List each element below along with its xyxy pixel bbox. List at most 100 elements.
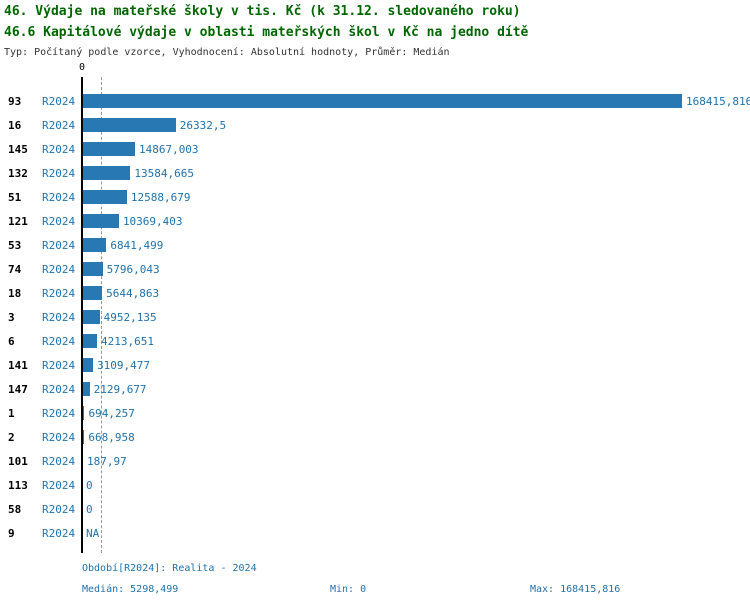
bar[interactable] [82, 286, 103, 300]
bar-value-label: 26332,5 [179, 118, 227, 132]
bar-row: 53 R2024 6841,499 [0, 233, 750, 257]
y-axis-line [81, 77, 83, 553]
bar-area: NA [82, 521, 750, 545]
bar-value-label: 14867,003 [138, 142, 199, 156]
bar-area: 4952,135 [82, 305, 750, 329]
row-id: 132 [8, 166, 28, 180]
bar-area: 2129,677 [82, 377, 750, 401]
row-period-label: R2024 [42, 262, 76, 276]
row-id: 58 [8, 502, 22, 516]
bar-row: 9 R2024 NA [0, 521, 750, 545]
bar-area: 12588,679 [82, 185, 750, 209]
row-period-label: R2024 [42, 142, 76, 156]
bar-area: 668,958 [82, 425, 750, 449]
footer-period: Období[R2024]: Realita - 2024 [82, 563, 257, 574]
row-id: 147 [8, 382, 28, 396]
footer-median: Medián: 5298,499 [82, 584, 179, 595]
bar-row: 16 R2024 26332,5 [0, 113, 750, 137]
row-period-label: R2024 [42, 238, 76, 252]
bar-value-label: 168415,816 [686, 94, 750, 108]
bar[interactable] [82, 238, 107, 252]
chart-meta: Typ: Počítaný podle vzorce, Vyhodnocení:… [4, 47, 450, 58]
bar[interactable] [82, 190, 127, 204]
bar-value-label: 3109,477 [97, 358, 151, 372]
bar-value-label: 2129,677 [93, 382, 147, 396]
row-period-label: R2024 [42, 454, 76, 468]
bar-value-label: 4213,651 [101, 334, 154, 348]
bar[interactable] [82, 262, 103, 276]
bar-value-label: 187,97 [87, 454, 127, 468]
bar[interactable] [82, 118, 176, 132]
row-id: 141 [8, 358, 28, 372]
chart-title: 46. Výdaje na mateřské školy v tis. Kč (… [4, 4, 521, 19]
bar[interactable] [82, 382, 90, 396]
bar-value-label: 0 [86, 478, 93, 492]
bar[interactable] [82, 310, 100, 324]
median-line [100, 77, 102, 553]
bar[interactable] [82, 94, 682, 108]
bar-value-label: 6841,499 [110, 238, 164, 252]
bar-row: 121 R2024 10369,403 [0, 209, 750, 233]
bar-row: 3 R2024 4952,135 [0, 305, 750, 329]
bar-row: 93 R2024 168415,816 [0, 89, 750, 113]
axis-zero-label: 0 [78, 62, 86, 73]
bar-value-label: 0 [86, 502, 93, 516]
bar-row: 141 R2024 3109,477 [0, 353, 750, 377]
bar[interactable] [82, 358, 94, 372]
bar-row: 147 R2024 2129,677 [0, 377, 750, 401]
row-period-label: R2024 [42, 382, 76, 396]
row-id: 145 [8, 142, 28, 156]
bar-row: 132 R2024 13584,665 [0, 161, 750, 185]
row-period-label: R2024 [42, 166, 76, 180]
row-period-label: R2024 [42, 502, 76, 516]
row-id: 101 [8, 454, 28, 468]
bar-area: 4213,651 [82, 329, 750, 353]
bar-row: 58 R2024 0 [0, 497, 750, 521]
row-period-label: R2024 [42, 190, 76, 204]
footer-min: Min: 0 [330, 584, 367, 595]
bar-value-label: 13584,665 [134, 166, 194, 180]
footer-stats: Medián: 5298,499 Min: 0 Max: 168415,816 [82, 584, 722, 595]
bar-value-label: 5796,043 [106, 262, 160, 276]
bar-area: 0 [82, 473, 750, 497]
row-id: 6 [8, 334, 15, 348]
row-id: 93 [8, 94, 22, 108]
bar-value-label: 10369,403 [122, 214, 183, 228]
bar-area: 5644,863 [82, 281, 750, 305]
bar[interactable] [82, 214, 119, 228]
bar[interactable] [82, 166, 131, 180]
bar-rows: 93 R2024 168415,816 16 R2024 26332,5 145… [0, 89, 750, 545]
chart-subtitle: 46.6 Kapitálové výdaje v oblasti mateřsk… [4, 25, 529, 40]
bar-area: 187,97 [82, 449, 750, 473]
bar-value-label: 694,257 [88, 406, 135, 420]
row-id: 53 [8, 238, 22, 252]
bar[interactable] [82, 142, 135, 156]
bar-row: 1 R2024 694,257 [0, 401, 750, 425]
bar[interactable] [82, 334, 97, 348]
bar[interactable] [82, 406, 85, 420]
bar[interactable] [82, 430, 85, 444]
bar-area: 10369,403 [82, 209, 750, 233]
row-period-label: R2024 [42, 430, 76, 444]
bar-row: 18 R2024 5644,863 [0, 281, 750, 305]
row-period-label: R2024 [42, 334, 76, 348]
row-period-label: R2024 [42, 94, 76, 108]
bar-area: 14867,003 [82, 137, 750, 161]
bar-area: 3109,477 [82, 353, 750, 377]
bar-value-label: 5644,863 [106, 286, 160, 300]
bar-row: 74 R2024 5796,043 [0, 257, 750, 281]
row-id: 51 [8, 190, 22, 204]
bar-value-label: 4952,135 [103, 310, 157, 324]
bar-row: 101 R2024 187,97 [0, 449, 750, 473]
row-period-label: R2024 [42, 214, 76, 228]
bar-row: 113 R2024 0 [0, 473, 750, 497]
row-id: 121 [8, 214, 28, 228]
row-period-label: R2024 [42, 406, 76, 420]
row-id: 18 [8, 286, 22, 300]
bar-area: 5796,043 [82, 257, 750, 281]
bar-area: 13584,665 [82, 161, 750, 185]
bar-row: 2 R2024 668,958 [0, 425, 750, 449]
row-period-label: R2024 [42, 310, 76, 324]
row-period-label: R2024 [42, 118, 76, 132]
